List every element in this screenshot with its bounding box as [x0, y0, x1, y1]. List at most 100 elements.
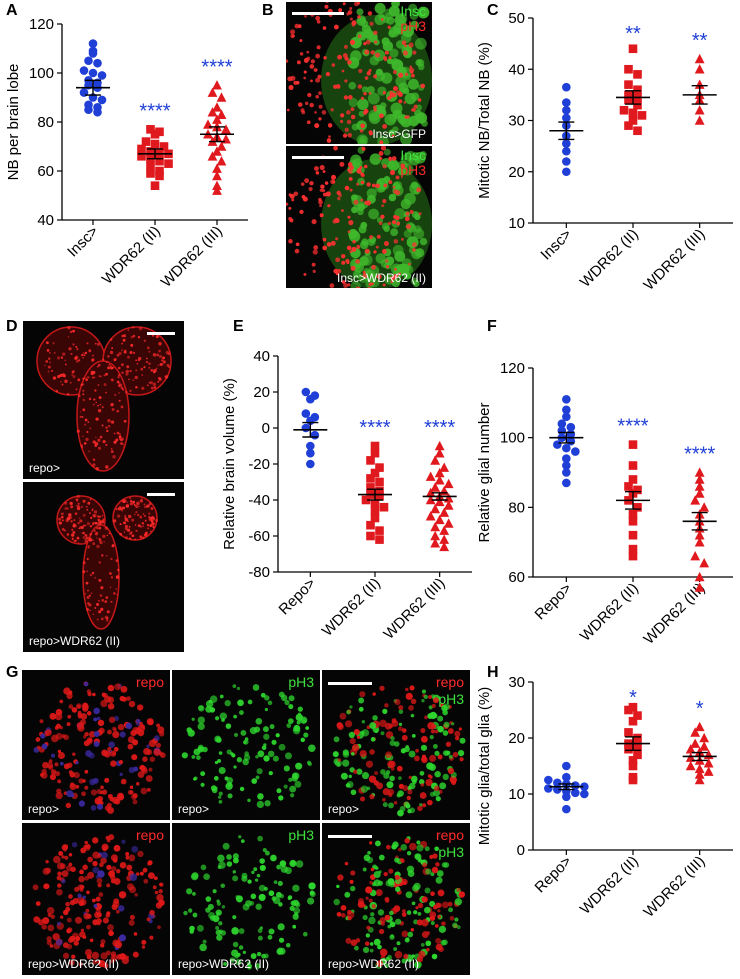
cell-dot [421, 699, 425, 703]
cell-dot [407, 809, 412, 814]
glia-dot [99, 403, 102, 406]
cell-dot [141, 945, 146, 949]
glia-dot [67, 325, 71, 330]
data-point [571, 788, 580, 798]
cell-dot [202, 939, 207, 944]
cell-red [345, 258, 350, 263]
cell-dot [186, 888, 193, 895]
cell-dot [389, 775, 395, 782]
glia-dot [158, 349, 161, 353]
cell-dot [389, 910, 394, 916]
cell-dot [236, 757, 243, 763]
data-point [434, 448, 445, 458]
cell-dot [278, 902, 283, 907]
glia-dot [76, 504, 79, 507]
cell-red [312, 269, 316, 273]
cell-dot [216, 899, 220, 903]
glia-dot [105, 426, 108, 429]
glia-dot [142, 513, 145, 515]
glia-dot [92, 613, 95, 615]
data-point [624, 705, 633, 715]
cell-dot [96, 716, 101, 721]
cell-red [366, 71, 371, 76]
glia-dot [129, 532, 132, 535]
cell-dot [57, 921, 61, 926]
cell-dot [97, 870, 105, 878]
cell-dot [420, 744, 428, 751]
cell-dot [390, 934, 395, 939]
data-point [633, 126, 642, 136]
cell-dot [215, 909, 222, 916]
cell-dot [64, 855, 69, 860]
data-point [633, 485, 642, 495]
label-ph3: pH3 [438, 844, 464, 860]
glia-dot [105, 361, 108, 364]
cell-green [408, 3, 418, 13]
glia-dot [153, 386, 157, 389]
cell-dot [147, 861, 152, 866]
cell-dot [410, 698, 417, 705]
cell-dot [454, 730, 461, 737]
glia-dot [97, 404, 99, 407]
cell-dot [231, 927, 239, 935]
scale-bar [147, 493, 175, 496]
cell-dot [257, 793, 264, 800]
cell-dot [112, 730, 120, 739]
cell-dot [225, 782, 233, 790]
glia-dot [110, 366, 114, 370]
x-tick-label: WDR62 (II) [99, 223, 164, 288]
data-point [306, 459, 315, 469]
cell-dot [51, 734, 59, 743]
cell-red [342, 133, 348, 138]
cell-dot [80, 719, 86, 726]
cell-dot [397, 726, 403, 732]
cell-dot [340, 913, 346, 918]
cell-dot [55, 708, 63, 716]
glia-dot [70, 520, 73, 523]
glia-dot [89, 573, 93, 577]
cell-dot [221, 905, 226, 909]
cell-dot [247, 961, 251, 966]
cell-dot [420, 735, 428, 743]
cell-red [342, 53, 348, 58]
glia-dot [140, 498, 144, 501]
cell-dot [55, 771, 61, 777]
data-point [624, 90, 633, 100]
glia-dot [52, 342, 55, 345]
cell-dot [365, 760, 374, 768]
glia-dot [62, 352, 66, 356]
data-point [694, 774, 705, 785]
cell-dot [97, 719, 105, 727]
glia-dot [96, 342, 100, 346]
glia-dot [135, 529, 138, 532]
glia-dot [91, 358, 95, 362]
cell-red [372, 105, 377, 110]
cell-red [346, 12, 350, 16]
data-point [370, 499, 380, 508]
cell-dot [435, 943, 443, 951]
glia-dot [86, 430, 89, 434]
cell-dot [108, 716, 116, 724]
cell-red [382, 164, 387, 169]
cell-dot [362, 904, 367, 908]
glia-dot [110, 447, 113, 450]
glia-dot [57, 356, 61, 360]
glia-dot [100, 617, 104, 621]
cell-red [392, 92, 397, 98]
cell-dot [107, 696, 115, 704]
cell-red [322, 26, 327, 30]
cell-dot [114, 683, 121, 691]
cell-red [365, 39, 371, 45]
cell-dot [254, 963, 261, 969]
cell-dot [107, 729, 112, 735]
cell-red [369, 21, 374, 26]
glia-dot [93, 510, 98, 514]
cell-dot [417, 805, 423, 812]
cell-dot [212, 889, 217, 894]
glia-dot [86, 522, 90, 526]
cell-dot [287, 718, 294, 725]
glia-dot [77, 541, 80, 544]
cell-red [315, 94, 319, 99]
cell-dot [407, 931, 414, 938]
data-point [544, 775, 553, 785]
